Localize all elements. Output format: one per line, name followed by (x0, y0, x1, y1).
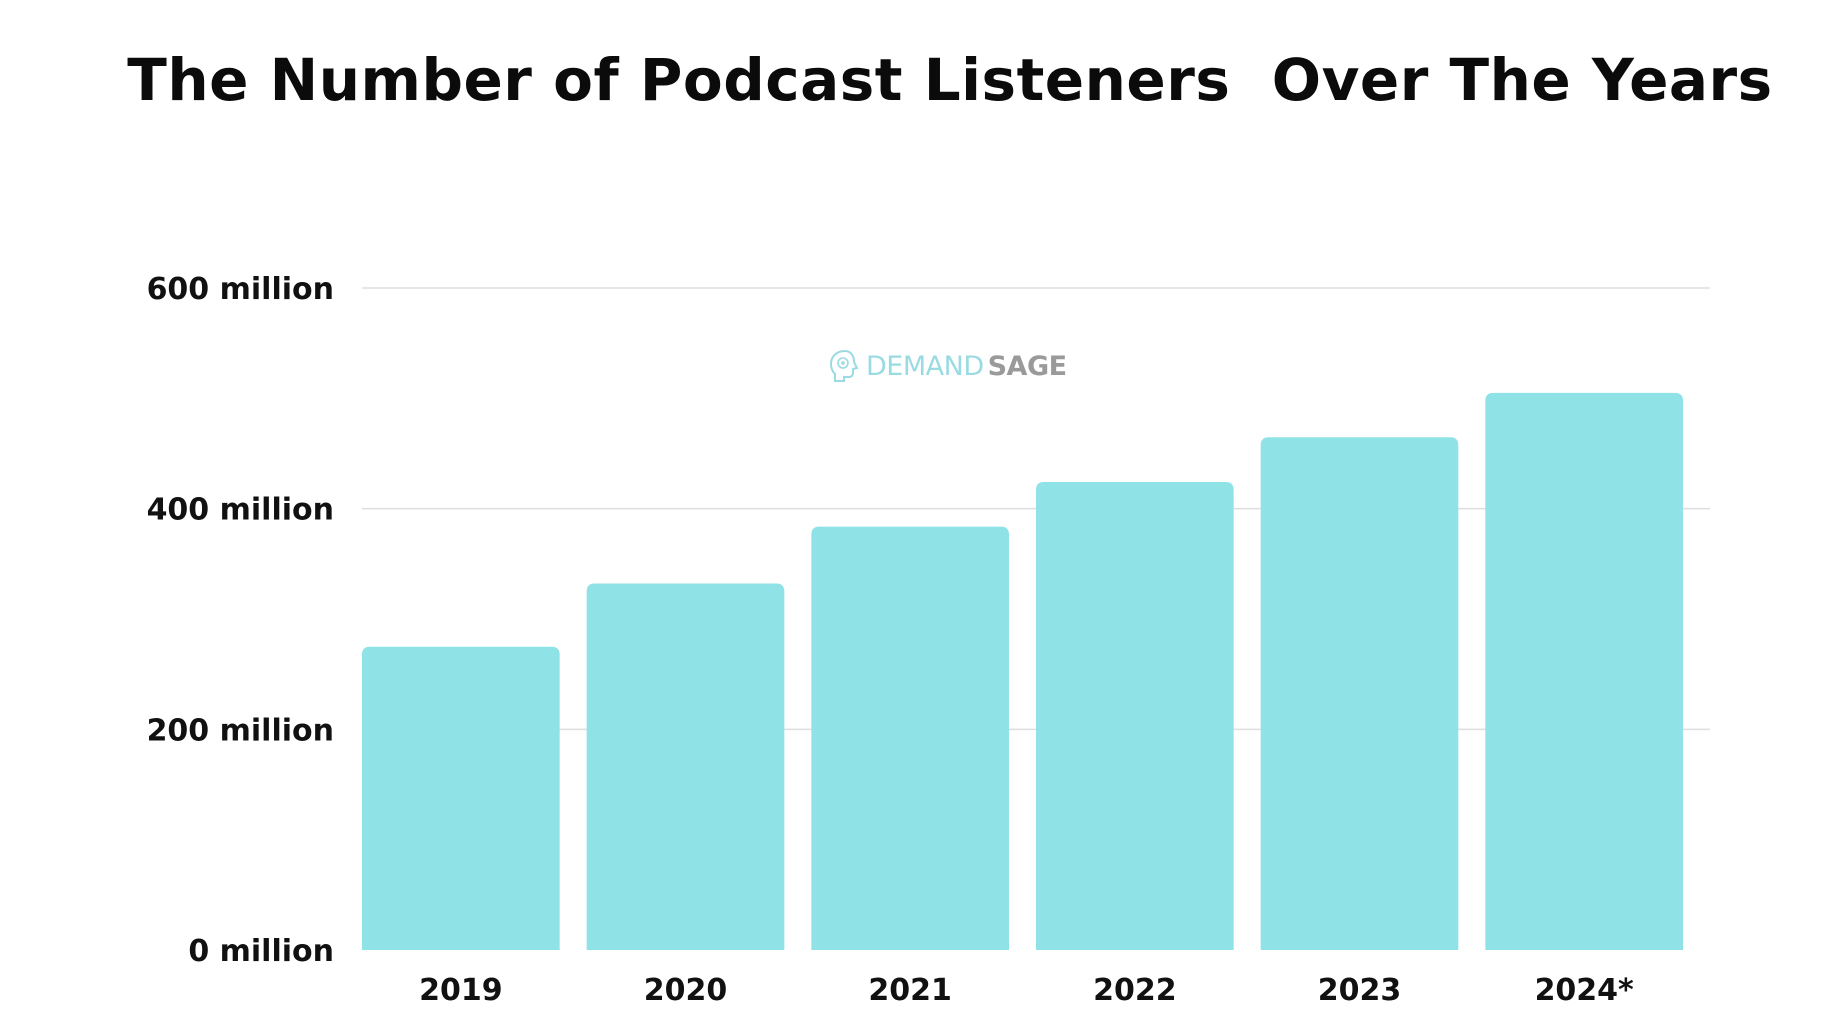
bar (1485, 392, 1683, 950)
x-tick-label: 2023 (1318, 973, 1402, 1008)
y-tick-label: 0 million (188, 934, 334, 969)
bar (1036, 481, 1234, 950)
x-tick-label: 2020 (644, 973, 728, 1008)
watermark-text-sage: SAGE (987, 350, 1067, 382)
x-tick-label: 2019 (419, 973, 503, 1008)
bar (586, 583, 785, 950)
x-tick-label: 2022 (1093, 973, 1177, 1008)
bar (362, 646, 560, 950)
chart-title: The Number of Podcast Listeners Over The… (127, 46, 1773, 114)
bars (362, 392, 1683, 950)
x-tick-label: 2021 (868, 973, 952, 1008)
y-tick-label: 600 million (147, 272, 334, 307)
demandsage-watermark: DEMAND SAGE (828, 348, 1067, 384)
x-tick-label: 2024* (1535, 973, 1634, 1008)
y-tick-label: 400 million (147, 493, 334, 528)
x-axis-labels: 2019 2020 2021 2022 2023 2024* (419, 973, 1634, 1008)
watermark-text-demand: DEMAND (866, 350, 984, 382)
y-axis-ticks: 0 million 200 million 400 million 600 milli… (147, 272, 334, 969)
bar (811, 526, 1009, 950)
y-tick-label: 200 million (147, 713, 334, 748)
bar (1260, 437, 1459, 950)
brain-head-icon (829, 349, 859, 382)
